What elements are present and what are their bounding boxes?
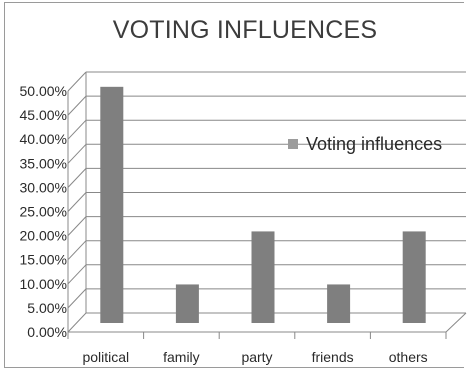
x-tick-label: friends [312,349,354,365]
y-tick-label: 20.00% [20,228,67,244]
floor-right-edge [445,312,467,333]
bar [402,231,426,323]
y-tick-label: 10.00% [20,276,67,292]
y-tick-label: 45.00% [20,107,67,123]
legend-label: Voting influences [306,134,442,154]
gridline-side [67,119,87,140]
legend-swatch [288,139,298,149]
y-tick-label: 35.00% [20,155,67,171]
bar [251,231,275,323]
chart-title: VOTING INFLUENCES [112,16,378,44]
gridline-side [67,192,87,212]
gridline-side [67,312,87,333]
gridline-side [67,143,87,164]
y-tick-label: 25.00% [20,204,67,220]
x-tick-label: family [163,349,200,365]
gridline-side [67,288,87,309]
gridline-side [67,264,87,285]
y-tick-label: 0.00% [27,324,67,340]
chart-frame [4,2,464,368]
gridline-side [67,95,87,116]
gridline-side [67,168,87,188]
bar [100,86,124,323]
y-tick-label: 30.00% [20,179,67,195]
x-tick-label: political [82,349,129,365]
x-tick-label: party [241,349,272,365]
y-tick-label: 5.00% [27,300,67,316]
y-tick-label: 40.00% [20,131,67,147]
y-tick-label: 50.00% [20,83,67,99]
gridline-side [67,216,87,236]
gridline-side [67,240,87,261]
y-tick-label: 15.00% [20,252,67,268]
bar [175,284,199,323]
x-tick-label: others [389,349,428,365]
gridline-side [67,71,87,92]
bar [327,284,351,323]
